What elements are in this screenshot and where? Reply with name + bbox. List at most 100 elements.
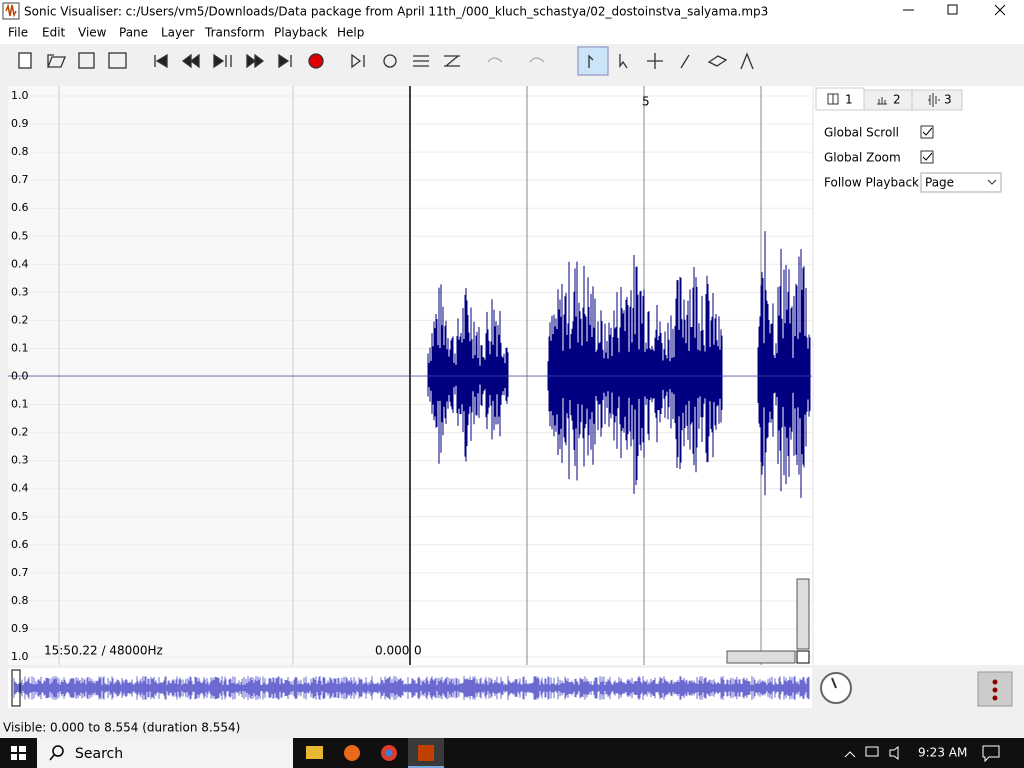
menu-item[interactable]: Layer xyxy=(161,26,195,40)
play-pause[interactable] xyxy=(213,53,232,69)
status-bar: Visible: 0.000 to 8.554 (duration 8.554) xyxy=(3,721,240,735)
led xyxy=(992,695,998,701)
sample-info: 15:50.22 / 48000Hz xyxy=(44,644,163,658)
zoom-reset[interactable] xyxy=(796,650,810,664)
window-controls[interactable] xyxy=(903,4,1006,16)
active-indicator xyxy=(408,766,444,768)
rewind[interactable] xyxy=(181,53,200,69)
scale-label: 0.7 xyxy=(11,566,29,579)
scale-label: 0.1 xyxy=(11,398,29,411)
overview-viewport[interactable] xyxy=(11,669,21,707)
pane-left xyxy=(8,86,410,665)
tab-1[interactable] xyxy=(815,87,865,111)
scale-label: 0.3 xyxy=(11,285,29,298)
explorer-icon[interactable] xyxy=(306,746,323,759)
solo[interactable] xyxy=(413,55,429,67)
tray-icons[interactable] xyxy=(844,745,1000,763)
scale: 1.0 0.9 0.8 0.7 0.6 0.5 0.4 0.3 0.2 0.1 0.0 0.1 0.2 0… xyxy=(11,89,29,663)
redo[interactable] xyxy=(529,57,545,63)
global-scroll-checkbox[interactable] xyxy=(920,125,934,139)
global-zoom-checkbox[interactable] xyxy=(920,150,934,164)
measure-tool[interactable] xyxy=(740,52,754,70)
move-tool[interactable] xyxy=(647,53,663,69)
menu-item[interactable]: Help xyxy=(337,26,364,40)
scale-label: 0.9 xyxy=(11,117,29,130)
chrome-center xyxy=(385,749,393,757)
overview-waveform xyxy=(13,676,810,700)
menu: File Edit View Pane Layer Transform Playback He… xyxy=(8,26,364,40)
tab-label: 3 xyxy=(944,93,952,107)
menu-item[interactable]: Edit xyxy=(42,26,66,40)
dial-pointer xyxy=(831,677,837,689)
search-box[interactable] xyxy=(37,738,293,768)
new-icon[interactable] xyxy=(18,52,32,69)
global-zoom-label: Global Zoom xyxy=(824,151,901,165)
search-icon xyxy=(52,745,64,757)
v-zoom-thumb[interactable] xyxy=(796,578,810,650)
play-selection[interactable] xyxy=(351,53,365,69)
scale-label: 1.0 xyxy=(11,89,29,102)
scale-label: 0.9 xyxy=(11,622,29,635)
scale-label: 0.2 xyxy=(11,426,29,439)
scale-label: 0.3 xyxy=(11,454,29,467)
scale-label: 0.4 xyxy=(11,482,29,495)
tab-2[interactable] xyxy=(863,89,913,111)
menu-item[interactable]: Playback xyxy=(274,26,328,40)
open-icon[interactable] xyxy=(47,54,66,68)
ffwd-end[interactable] xyxy=(278,53,292,69)
waveform xyxy=(427,231,811,498)
scale-label: 0.6 xyxy=(11,538,29,551)
tab-label: 1 xyxy=(845,93,853,107)
firefox-icon[interactable] xyxy=(344,745,360,761)
dropdown-arrow xyxy=(987,179,997,185)
led xyxy=(992,687,998,693)
navigate-tool[interactable] xyxy=(577,46,609,76)
window-title: Sonic Visualiser: c:/Users/vm5/Downloads… xyxy=(24,5,768,19)
scale-label: 0.5 xyxy=(11,510,29,523)
scale-label: 0.5 xyxy=(11,229,29,242)
rewind-start[interactable] xyxy=(154,53,168,69)
search-placeholder: Search xyxy=(75,746,123,762)
check xyxy=(922,127,933,136)
time-marker: 5 xyxy=(642,95,650,109)
tab-icons xyxy=(827,93,940,107)
scale-label: 0.7 xyxy=(11,173,29,186)
scale-label: 0.8 xyxy=(11,594,29,607)
left-value: 0.000 xyxy=(375,644,409,658)
sv-icon xyxy=(418,745,434,761)
save-icon[interactable] xyxy=(78,52,95,69)
record[interactable] xyxy=(308,53,324,69)
toolbar xyxy=(0,44,1024,80)
follow-playback-value: Page xyxy=(925,176,954,190)
tab-3[interactable] xyxy=(911,89,963,111)
select-tool[interactable] xyxy=(588,54,628,69)
global-scroll-label: Global Scroll xyxy=(824,126,899,140)
save-as-icon[interactable] xyxy=(108,52,127,69)
scale-label: 0.0 xyxy=(11,370,29,383)
undo[interactable] xyxy=(487,57,503,63)
follow-playback-select[interactable] xyxy=(920,172,1002,193)
start-button[interactable] xyxy=(11,746,26,760)
erase-tool[interactable] xyxy=(707,55,728,67)
tab-label: 2 xyxy=(893,93,901,107)
fast-forward[interactable] xyxy=(246,53,265,69)
title-bar xyxy=(0,0,1024,22)
led xyxy=(992,679,998,685)
follow-playback-label: Follow Playback xyxy=(824,176,919,190)
menu-item[interactable]: File xyxy=(8,26,28,40)
menu-item[interactable]: Pane xyxy=(119,26,148,40)
scale-label: 1.0 xyxy=(11,650,29,663)
speed[interactable] xyxy=(444,55,460,67)
menu-item[interactable]: View xyxy=(78,26,107,40)
toolbar-icons xyxy=(18,46,754,76)
right-value: 0 xyxy=(414,644,422,658)
draw-tool[interactable] xyxy=(680,54,690,69)
menu-item[interactable]: Transform xyxy=(204,26,265,40)
check xyxy=(922,152,933,161)
h-zoom-thumb[interactable] xyxy=(726,650,796,664)
loop[interactable] xyxy=(383,54,397,68)
app-icon-wave xyxy=(5,3,17,18)
search-icon-handle xyxy=(49,754,55,761)
scale-label: 0.1 xyxy=(11,341,29,354)
